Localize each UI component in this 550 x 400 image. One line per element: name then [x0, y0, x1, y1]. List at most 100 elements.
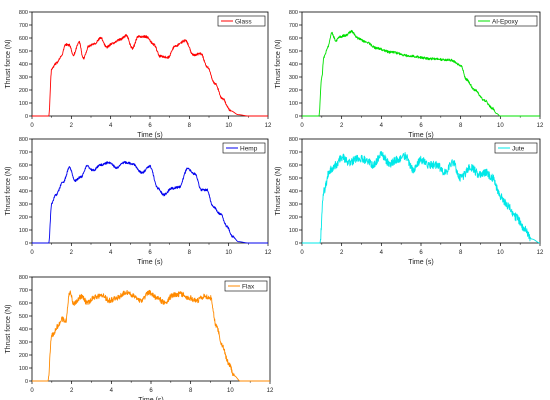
x-tick-label: 0 [30, 388, 34, 394]
y-tick-label: 200 [19, 215, 28, 221]
x-tick-label: 10 [497, 250, 504, 256]
y-tick-label: 800 [289, 10, 298, 16]
y-tick-label: 0 [25, 241, 28, 247]
y-axis-label: Thrust force (N) [275, 39, 282, 88]
x-axis-label: Time (s) [138, 397, 163, 400]
x-axis-label: Time (s) [408, 259, 433, 266]
x-tick-label: 2 [340, 250, 344, 256]
y-tick-label: 400 [19, 327, 28, 333]
y-tick-label: 500 [19, 314, 28, 320]
panel-jute: 0 2 4 6 8 10 12 0 100 200 300 400 500 600 700 800 Time (… [275, 137, 544, 266]
x-tick-label: 12 [267, 388, 274, 394]
y-tick-label: 800 [19, 275, 28, 281]
x-tick-label: 12 [265, 250, 272, 256]
y-tick-label: 200 [19, 353, 28, 359]
y-tick-label: 300 [289, 202, 298, 208]
y-tick-label: 800 [19, 137, 28, 143]
x-tick-label: 2 [70, 250, 74, 256]
series-line [31, 160, 269, 244]
legend-box [217, 15, 266, 27]
y-tick-label: 500 [289, 49, 298, 55]
legend-box [474, 15, 538, 27]
panel-al-epoxy: 0 2 4 6 8 10 12 0 100 200 300 400 500 600 700 800 Time (… [275, 10, 544, 139]
y-tick-label: 300 [19, 340, 28, 346]
plot-frame [301, 11, 541, 117]
y-tick-label: 400 [289, 189, 298, 195]
x-tick-label: 6 [419, 123, 423, 129]
y-tick-label: 100 [289, 101, 298, 107]
x-tick-label: 6 [149, 388, 153, 394]
x-tick-label: 4 [109, 123, 113, 129]
x-tick-label: 6 [148, 250, 152, 256]
y-tick-label: 500 [19, 176, 28, 182]
x-tick-label: 4 [109, 250, 113, 256]
y-axis-label: Thrust force (N) [5, 39, 12, 88]
x-tick-label: 8 [189, 388, 193, 394]
y-tick-label: 100 [19, 228, 28, 234]
y-axis-label: Thrust force (N) [275, 166, 282, 215]
y-axis-label: Thrust force (N) [5, 304, 12, 353]
legend-label: Al-Epoxy [492, 19, 519, 26]
series-line [31, 33, 269, 117]
plot-frame [31, 11, 269, 117]
plot-frame [31, 138, 269, 244]
legend: Jute [494, 142, 538, 154]
y-tick-label: 100 [289, 228, 298, 234]
y-tick-label: 800 [289, 137, 298, 143]
legend: Glass [217, 15, 266, 27]
y-tick-label: 400 [289, 62, 298, 68]
y-tick-label: 800 [19, 10, 28, 16]
legend-label: Hemp [240, 146, 258, 153]
y-tick-label: 600 [289, 36, 298, 42]
y-tick-label: 700 [19, 288, 28, 294]
x-tick-label: 4 [380, 123, 384, 129]
y-tick-label: 500 [289, 176, 298, 182]
legend-label: Flax [242, 284, 255, 291]
x-tick-label: 8 [459, 123, 463, 129]
y-tick-label: 0 [25, 379, 28, 385]
legend-label: Jute [512, 146, 525, 153]
y-tick-label: 600 [289, 163, 298, 169]
x-tick-label: 10 [227, 388, 234, 394]
y-tick-label: 100 [19, 366, 28, 372]
legend: Flax [224, 280, 268, 292]
x-axis-label: Time (s) [408, 132, 433, 139]
y-tick-label: 700 [289, 150, 298, 156]
x-tick-label: 2 [340, 123, 344, 129]
x-tick-label: 10 [225, 250, 232, 256]
x-tick-label: 6 [419, 250, 423, 256]
y-tick-label: 200 [19, 88, 28, 94]
x-tick-label: 10 [497, 123, 504, 129]
x-tick-label: 8 [188, 250, 192, 256]
y-tick-label: 200 [289, 215, 298, 221]
y-tick-label: 700 [19, 23, 28, 29]
x-tick-label: 12 [537, 123, 544, 129]
legend: Hemp [222, 142, 266, 154]
y-tick-label: 0 [25, 114, 28, 120]
y-tick-label: 600 [19, 36, 28, 42]
x-tick-label: 4 [380, 250, 384, 256]
legend-box [224, 280, 268, 292]
y-tick-label: 200 [289, 88, 298, 94]
y-tick-label: 300 [19, 202, 28, 208]
y-tick-label: 600 [19, 301, 28, 307]
x-tick-label: 0 [300, 250, 304, 256]
series-line [301, 151, 541, 244]
x-tick-label: 4 [110, 388, 114, 394]
x-tick-label: 12 [265, 123, 272, 129]
y-tick-label: 500 [19, 49, 28, 55]
plot-frame [301, 138, 541, 244]
panel-hemp: 0 2 4 6 8 10 12 0 100 200 300 400 500 600 700 800 Time (… [5, 137, 272, 266]
y-tick-label: 700 [19, 150, 28, 156]
series-line [31, 289, 271, 382]
y-tick-label: 100 [19, 101, 28, 107]
x-tick-label: 6 [148, 123, 152, 129]
x-tick-label: 0 [30, 250, 34, 256]
y-axis-label: Thrust force (N) [5, 166, 12, 215]
y-tick-label: 0 [295, 114, 298, 120]
x-tick-label: 0 [300, 123, 304, 129]
panel-glass: 0 2 4 6 8 10 12 0 100 200 300 400 500 600 700 800 Time (… [5, 10, 272, 139]
y-tick-label: 700 [289, 23, 298, 29]
x-axis-label: Time (s) [137, 259, 162, 266]
y-tick-label: 0 [295, 241, 298, 247]
